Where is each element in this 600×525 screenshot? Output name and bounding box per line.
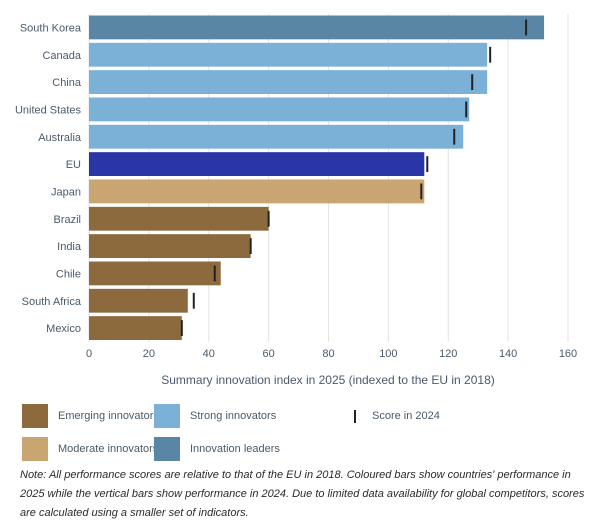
strong-swatch [154, 404, 180, 428]
bar [89, 42, 488, 67]
x-axis-ticks: 0 20 40 60 80 100 120 140 160 [86, 348, 577, 360]
bars [89, 15, 545, 340]
legend-emerging-label: Emerging innovators [58, 410, 159, 422]
legend-score-2024: Score in 2024 [354, 404, 440, 428]
x-tick-label: 0 [86, 348, 92, 360]
category-label: Canada [42, 50, 81, 62]
category-label: Brazil [53, 214, 81, 226]
bar [89, 288, 188, 313]
leaders-swatch [154, 437, 180, 461]
x-tick-label: 80 [322, 348, 334, 360]
legend-strong-label: Strong innovators [190, 410, 277, 422]
legend-leaders: Innovation leaders [154, 437, 280, 461]
bar [89, 70, 488, 94]
category-label: South Korea [20, 22, 82, 34]
chart-note: Note: All performance scores are relativ… [20, 469, 585, 519]
bar [89, 152, 425, 176]
category-labels: South Korea Canada China United States Austr… [15, 22, 82, 335]
legend-emerging: Emerging innovators [22, 404, 159, 428]
category-label: Mexico [46, 323, 81, 335]
category-label: EU [66, 159, 81, 171]
category-label: China [52, 77, 82, 89]
x-tick-label: 60 [263, 348, 275, 360]
legend-moderate-label: Moderate innovators [58, 443, 159, 455]
bar [89, 206, 269, 231]
category-label: India [57, 241, 82, 253]
legend-strong: Strong innovators [154, 404, 276, 428]
bar [89, 234, 251, 258]
bar [89, 15, 545, 40]
x-tick-label: 100 [379, 348, 397, 360]
emerging-swatch [22, 404, 48, 428]
grid-lines [88, 14, 569, 342]
legend-score-2024-label: Score in 2024 [372, 410, 440, 422]
x-axis-title: Summary innovation index in 2025 (indexe… [161, 373, 495, 387]
x-tick-label: 160 [559, 348, 577, 360]
innovation-index-chart: South Korea Canada China United States Austr… [15, 14, 577, 387]
bar [89, 261, 221, 286]
bar [89, 179, 425, 204]
bar [89, 124, 464, 149]
score-2024-marker-icon [354, 409, 356, 423]
moderate-swatch [22, 437, 48, 461]
x-tick-label: 20 [143, 348, 155, 360]
category-label: Australia [38, 132, 82, 144]
category-label: Chile [56, 268, 81, 280]
x-tick-label: 120 [439, 348, 457, 360]
category-label: United States [15, 104, 82, 116]
category-label: Japan [51, 186, 81, 198]
bar [89, 316, 182, 340]
legend-leaders-label: Innovation leaders [190, 443, 280, 455]
x-tick-label: 40 [203, 348, 215, 360]
x-tick-label: 140 [499, 348, 517, 360]
score-2024-markers [180, 19, 528, 336]
bar [89, 97, 470, 122]
category-label: South Africa [22, 296, 82, 308]
legend-moderate: Moderate innovators [22, 437, 158, 461]
